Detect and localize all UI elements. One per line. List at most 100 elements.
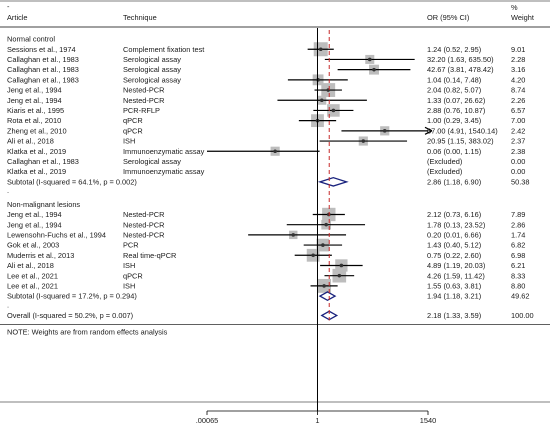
study-weight: 2.26 bbox=[511, 96, 525, 105]
study-technique: Complement fixation test bbox=[123, 45, 204, 54]
overall-or-ci: 2.18 (1.33, 3.59) bbox=[427, 311, 481, 320]
study-technique: ISH bbox=[123, 137, 135, 146]
subtotal-weight: 50.38 bbox=[511, 177, 530, 186]
study-article: Callaghan et al., 1983 bbox=[7, 65, 79, 74]
study-or-ci: 1.55 (0.63, 3.81) bbox=[427, 281, 481, 290]
study-article: Klatka et al., 2019 bbox=[7, 167, 66, 176]
header-technique: Technique bbox=[123, 13, 157, 22]
point-estimate bbox=[339, 263, 344, 268]
subtotal-or-ci: 1.94 (1.18, 3.21) bbox=[427, 292, 481, 301]
point-estimate bbox=[324, 222, 328, 227]
study-or-ci: 4.26 (1.59, 11.42) bbox=[427, 271, 485, 280]
point-estimate bbox=[321, 243, 325, 247]
point-estimate bbox=[372, 67, 376, 72]
study-article: Zheng et al., 2010 bbox=[7, 126, 67, 135]
overall-weight: 100.00 bbox=[511, 311, 534, 320]
study-technique: Nested-PCR bbox=[123, 230, 164, 239]
point-estimate bbox=[322, 284, 326, 288]
ci-arrow bbox=[424, 126, 433, 135]
study-article: Jeng et al., 1994 bbox=[7, 210, 62, 219]
study-technique: Serological assay bbox=[123, 157, 181, 166]
subtotal-diamond bbox=[317, 176, 349, 187]
study-article: Gok et al., 2003 bbox=[7, 241, 59, 250]
study-weight: 0.00 bbox=[511, 167, 525, 176]
subtotal-label: Subtotal (I-squared = 17.2%, p = 0.294) bbox=[7, 292, 137, 301]
study-or-ci: 42.67 (3.81, 478.42) bbox=[427, 65, 494, 74]
study-article: Jeng et al., 1994 bbox=[7, 96, 62, 105]
point-estimate bbox=[291, 233, 296, 237]
study-technique: Serological assay bbox=[123, 75, 181, 84]
study-technique: Immunoenzymatic assay bbox=[123, 167, 205, 176]
study-article: Rota et al., 2010 bbox=[7, 116, 61, 125]
point-estimate bbox=[311, 253, 315, 258]
study-weight: 2.86 bbox=[511, 220, 525, 229]
overall-diamond bbox=[320, 310, 339, 321]
study-article: Muderris et al., 2013 bbox=[7, 251, 74, 260]
header-or-ci: OR (95% CI) bbox=[427, 13, 469, 22]
study-weight: 7.89 bbox=[511, 210, 525, 219]
study-or-ci: 87.00 (4.91, 1540.14) bbox=[427, 126, 498, 135]
study-weight: 7.00 bbox=[511, 116, 525, 125]
study-or-ci: (Excluded) bbox=[427, 157, 462, 166]
study-or-ci: 2.12 (0.73, 6.16) bbox=[427, 210, 481, 219]
point-estimate bbox=[382, 129, 387, 133]
study-technique: Nested-PCR bbox=[123, 210, 164, 219]
study-or-ci: 4.89 (1.19, 20.03) bbox=[427, 261, 485, 270]
study-technique: qPCR bbox=[123, 126, 143, 135]
footnote: NOTE: Weights are from random effects an… bbox=[7, 327, 168, 336]
study-article: Callaghan et al., 1983 bbox=[7, 55, 79, 64]
study-weight: 6.82 bbox=[511, 241, 525, 250]
study-article: Lewensohn-Fuchs et al., 1994 bbox=[7, 230, 106, 239]
point-estimate bbox=[318, 47, 323, 52]
point-estimate bbox=[361, 139, 366, 143]
study-technique: ISH bbox=[123, 261, 135, 270]
study-article: Ali et al., 2018 bbox=[7, 137, 54, 146]
study-weight: 3.16 bbox=[511, 65, 525, 74]
study-weight: 6.21 bbox=[511, 261, 525, 270]
study-weight: 8.80 bbox=[511, 281, 525, 290]
study-technique: qPCR bbox=[123, 271, 143, 280]
study-technique: Serological assay bbox=[123, 65, 181, 74]
study-weight: 6.98 bbox=[511, 251, 525, 260]
study-weight: 8.74 bbox=[511, 86, 525, 95]
header-dash: - bbox=[7, 2, 10, 11]
study-weight: 8.33 bbox=[511, 271, 525, 280]
study-or-ci: 0.06 (0.00, 1.15) bbox=[427, 147, 481, 156]
point-estimate bbox=[337, 273, 342, 278]
x-tick-label: .00065 bbox=[196, 416, 219, 425]
study-technique: Nested-PCR bbox=[123, 86, 164, 95]
x-tick-label: 1 bbox=[315, 416, 319, 425]
point-estimate bbox=[316, 78, 320, 82]
study-article: Jeng et al., 1994 bbox=[7, 220, 62, 229]
point-estimate bbox=[319, 98, 324, 103]
study-technique: PCR bbox=[123, 241, 139, 250]
subtotal-weight: 49.62 bbox=[511, 292, 530, 301]
study-article: Ali et al., 2018 bbox=[7, 261, 54, 270]
point-estimate bbox=[273, 149, 277, 154]
group-title: Non-malignant lesions bbox=[7, 200, 80, 209]
study-article: Klatka et al., 2019 bbox=[7, 147, 66, 156]
study-technique: Nested-PCR bbox=[123, 96, 164, 105]
study-technique: qPCR bbox=[123, 116, 143, 125]
study-weight: 1.74 bbox=[511, 230, 525, 239]
point-estimate bbox=[367, 57, 372, 62]
subtotal-diamond bbox=[318, 291, 337, 302]
study-or-ci: 20.95 (1.15, 383.02) bbox=[427, 137, 494, 146]
x-axis: .00065 1 1540 bbox=[196, 410, 436, 425]
study-article: Sessions et al., 1974 bbox=[7, 45, 76, 54]
study-technique: Serological assay bbox=[123, 55, 181, 64]
plot-area bbox=[207, 28, 433, 411]
study-weight: 0.00 bbox=[511, 157, 525, 166]
header-weight-percent: % bbox=[511, 3, 518, 12]
study-or-ci: 0.20 (0.01, 6.66) bbox=[427, 230, 481, 239]
study-or-ci: 0.75 (0.22, 2.60) bbox=[427, 251, 481, 260]
study-technique: ISH bbox=[123, 281, 135, 290]
row-separator: . bbox=[7, 186, 9, 195]
table-rules bbox=[0, 0, 550, 403]
study-or-ci: 1.43 (0.40, 5.12) bbox=[427, 241, 481, 250]
study-technique: Immunoenzymatic assay bbox=[123, 147, 205, 156]
x-tick-label: 1540 bbox=[420, 416, 436, 425]
study-article: Jeng et al., 1994 bbox=[7, 86, 62, 95]
